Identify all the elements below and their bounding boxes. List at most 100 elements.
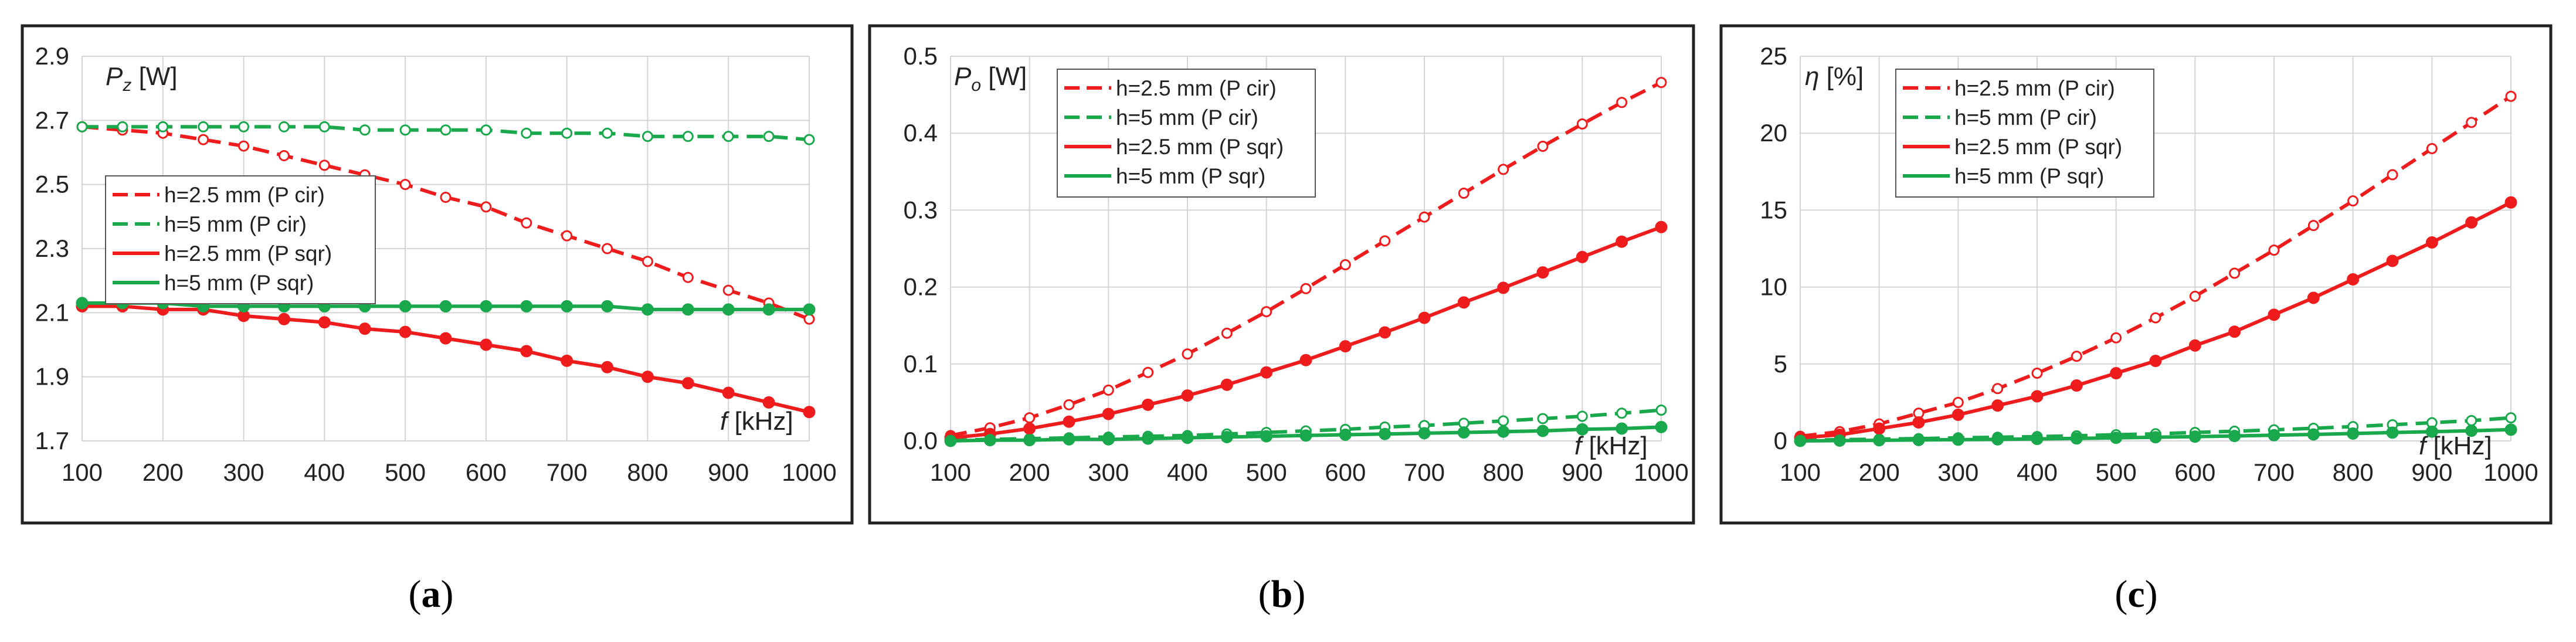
data-point	[2307, 220, 2319, 232]
y-tick-label: 0.4	[904, 119, 938, 147]
legend-entry: h=2.5 mm (P cir)	[164, 183, 325, 207]
data-point	[2386, 254, 2399, 267]
data-point	[762, 303, 775, 316]
y-tick-label: 0.0	[904, 427, 938, 454]
data-point	[2268, 308, 2280, 321]
data-point	[1379, 427, 1391, 440]
data-point	[520, 345, 533, 358]
data-point	[2071, 351, 2082, 362]
data-point	[2149, 355, 2162, 368]
data-point	[2504, 196, 2517, 209]
data-point	[1537, 141, 1549, 152]
data-point	[2031, 368, 2043, 379]
data-point	[2426, 142, 2438, 154]
data-point	[157, 121, 169, 133]
data-point	[641, 303, 654, 316]
data-point	[1794, 434, 1807, 447]
data-point	[2504, 423, 2517, 436]
data-point	[561, 127, 573, 139]
y-tick-label: 2.3	[35, 235, 69, 262]
y-tick-label: 2.1	[35, 298, 69, 326]
x-tick-label: 900	[2411, 458, 2452, 486]
x-tick-label: 200	[142, 458, 184, 486]
data-point	[1181, 389, 1194, 402]
data-point	[2307, 291, 2320, 304]
data-point	[722, 131, 734, 142]
data-point	[2031, 433, 2044, 446]
data-point	[278, 150, 290, 161]
data-point	[76, 121, 88, 133]
x-tick-label: 600	[466, 458, 507, 486]
data-point	[318, 316, 331, 329]
data-point	[642, 131, 653, 142]
y-axis-subscript: o	[971, 76, 981, 95]
data-point	[1655, 77, 1667, 89]
data-point	[480, 300, 493, 312]
x-tick-label: 800	[1483, 458, 1524, 486]
data-point	[1063, 433, 1075, 446]
data-point	[1991, 433, 2004, 446]
data-point	[2229, 267, 2241, 279]
x-tick-label: 300	[223, 458, 264, 486]
x-tick-label: 400	[2017, 458, 2058, 486]
data-point	[1576, 118, 1588, 130]
x-tick-label: 100	[930, 458, 971, 486]
data-point	[2110, 332, 2122, 344]
data-point	[1457, 296, 1470, 309]
x-tick-label: 800	[627, 458, 668, 486]
data-point	[602, 243, 613, 254]
data-point	[1497, 425, 1510, 438]
data-point	[2347, 427, 2360, 440]
data-point	[2505, 412, 2517, 424]
data-point	[803, 313, 815, 325]
y-tick-label: 1.7	[35, 427, 69, 454]
data-point	[1833, 434, 1846, 447]
data-point	[1063, 399, 1075, 410]
data-point	[2031, 390, 2044, 403]
data-point	[1576, 410, 1588, 422]
data-point	[2466, 415, 2477, 426]
data-point	[681, 377, 694, 390]
data-point	[198, 134, 209, 145]
y-tick-label: 15	[1760, 196, 1787, 223]
y-axis-symbol: η	[1805, 62, 1819, 91]
data-point	[2386, 426, 2399, 439]
data-point	[602, 127, 613, 139]
x-tick-label: 100	[62, 458, 103, 486]
data-point	[2425, 236, 2438, 249]
data-point	[1300, 283, 1312, 294]
data-point	[440, 124, 452, 136]
y-axis-label: Pz [W]	[106, 62, 178, 95]
data-point	[2466, 117, 2477, 128]
legend-entry: h=5 mm (P cir)	[1954, 106, 2097, 130]
data-point	[2070, 379, 2083, 392]
data-point	[1615, 422, 1628, 435]
data-point	[198, 121, 209, 133]
data-point	[1912, 433, 1925, 446]
data-point	[359, 124, 371, 136]
data-point	[318, 121, 330, 133]
legend-entry: h=5 mm (P sqr)	[164, 271, 314, 295]
data-point	[1102, 433, 1115, 446]
data-point	[1498, 164, 1509, 175]
x-axis-label: f [kHz]	[1574, 432, 1648, 460]
data-point	[763, 131, 775, 142]
data-point	[1952, 396, 1964, 408]
legend-entry: h=2.5 mm (P sqr)	[164, 242, 332, 266]
chart-panel-3: 0 5 10 15 20 25 100 200 300 400 500 600 700 800 900 100…	[1719, 24, 2553, 525]
data-point	[682, 271, 694, 283]
data-point	[399, 325, 412, 338]
y-tick-label: 2.5	[35, 171, 69, 198]
data-point	[2425, 425, 2438, 438]
x-tick-label: 700	[547, 458, 588, 486]
data-point	[1498, 415, 1509, 427]
x-tick-label: 300	[1088, 458, 1129, 486]
data-point	[601, 361, 614, 373]
data-point	[1576, 250, 1589, 263]
data-point	[1181, 432, 1194, 444]
data-point	[2188, 430, 2201, 443]
y-axis-unit: [W]	[131, 62, 177, 91]
data-point	[2188, 339, 2201, 352]
data-point	[641, 371, 654, 383]
